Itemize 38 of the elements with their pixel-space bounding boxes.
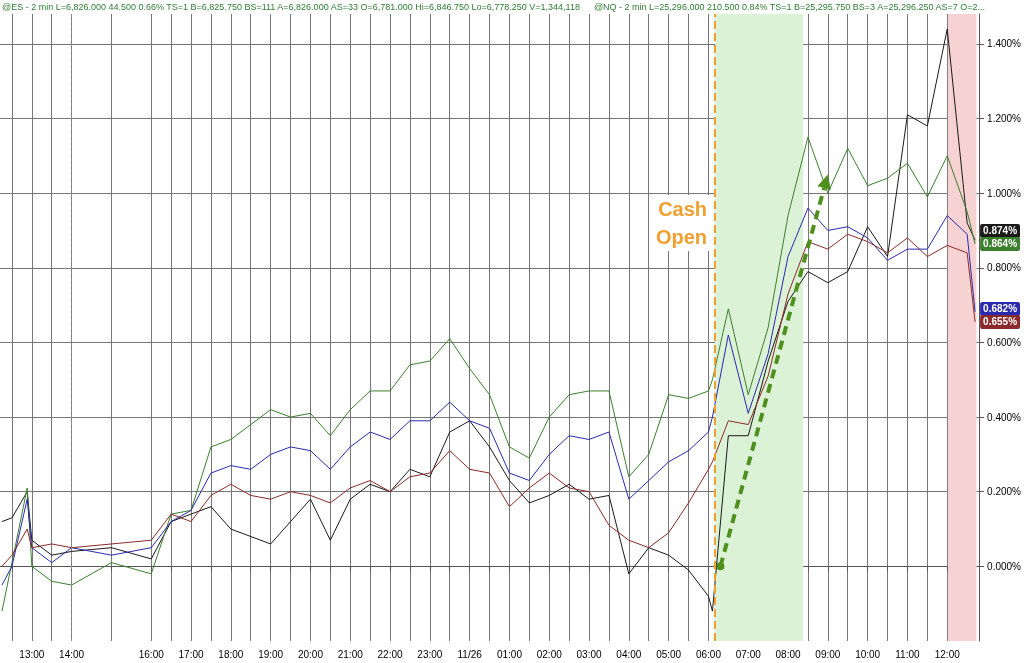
x-tick-label: 02:00 [536,648,563,660]
x-tick-label: 12:00 [934,648,961,660]
x-tick-label: 18:00 [218,648,244,660]
x-tick-label: 06:00 [695,648,722,660]
x-tick-label: 10:00 [855,648,881,660]
y-tick-label: 1.200% [987,113,1022,124]
data-label: 0.864% [983,238,1018,250]
x-tick-label: 21:00 [337,648,364,660]
x-tick-label: 08:00 [775,648,801,660]
y-tick-label: 0.200% [987,486,1022,498]
x-tick-label: 22:00 [377,648,403,660]
y-tick-label: 0.800% [987,262,1022,274]
x-tick-label: 11/26 [457,648,483,660]
x-tick-label: 17:00 [178,648,204,660]
x-tick-label: 07:00 [735,648,762,660]
data-label: 0.874% [983,225,1018,237]
data-label: 0.655% [983,316,1018,328]
text: @NQ - 2 min L=25,296.000 210.500 0.84% TS=1 B=25,295.750 BS=3 A=25,296.250 AS=7 O=2... [593,2,985,12]
y-tick-label: 0.000% [987,560,1022,572]
x-tick-label: 14:00 [59,648,85,660]
x-tick-label: 13:00 [19,648,45,660]
y-tick-label: 1.000% [987,187,1022,199]
data-label: 0.682% [983,303,1018,315]
ref-line-label: Cash Open [655,198,708,248]
x-tick-label: 01:00 [496,648,523,660]
x-tick-label: 04:00 [616,648,642,660]
x-tick-label: 19:00 [258,648,284,660]
x-tick-label: 03:00 [576,648,602,660]
y-tick-label: 1.400% [987,38,1022,50]
x-tick-label: 09:00 [815,648,841,660]
x-tick-label: 23:00 [417,648,443,660]
x-tick-label: 20:00 [297,648,324,660]
text: @ES - 2 min L=6,826.000 44.500 0.66% TS=1 B=6,825.750 BS=111 A=6,826.000 AS=33 O=6,781.000 Hi=6,846.750 Lo=6,778.250 V=1,344,118 [2,2,580,12]
x-tick-label: 05:00 [656,648,682,660]
x-tick-label: 16:00 [138,648,165,660]
x-tick-label: 11:00 [895,648,921,660]
y-tick-label: 0.600% [987,336,1022,348]
y-tick-label: 0.400% [987,411,1022,423]
